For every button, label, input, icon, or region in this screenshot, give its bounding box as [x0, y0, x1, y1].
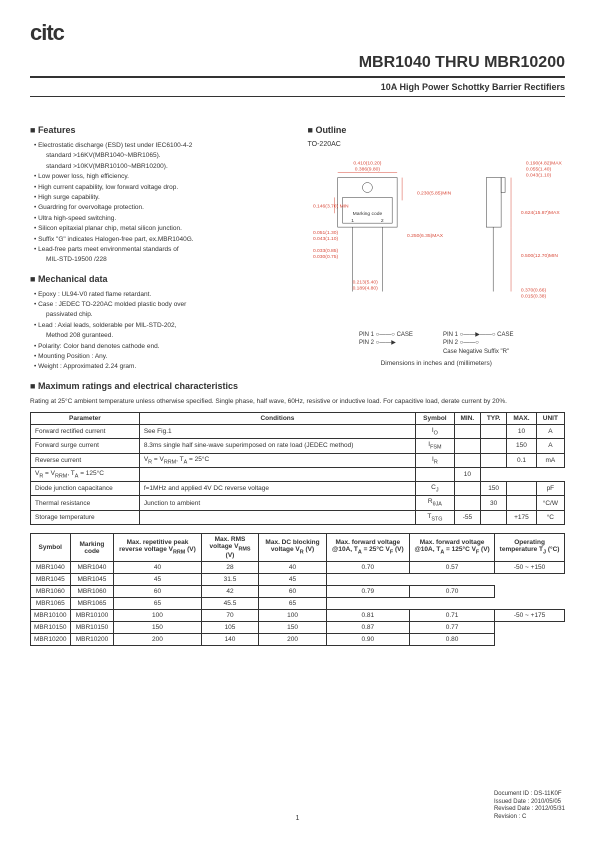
- features-heading: Features: [30, 125, 288, 135]
- feature-item: Suffix "G" indicates Halogen-free part, …: [34, 235, 288, 245]
- mechanical-item: Polarity: Color band denotes cathode end…: [34, 342, 288, 352]
- svg-text:0.043(1.10): 0.043(1.10): [525, 173, 551, 179]
- main-title: MBR1040 THRU MBR10200: [30, 54, 565, 72]
- footer: Document ID : DS-11K0F Issued Date : 201…: [494, 791, 565, 822]
- feature-item: Lead-free parts meet environmental stand…: [34, 245, 288, 255]
- mechanical-list: Epoxy : UL94-V0 rated flame retardant.Ca…: [30, 290, 288, 373]
- feature-item: standard >10KV(MBR10100~MBR10200).: [34, 162, 288, 172]
- feature-item: MIL-STD-19500 /228: [34, 255, 288, 265]
- feature-item: High current capability, low forward vol…: [34, 183, 288, 193]
- feature-item: standard >16KV(MBR1040~MBR1065).: [34, 151, 288, 161]
- svg-text:0.030(0.75): 0.030(0.75): [312, 254, 338, 260]
- mechanical-item: Lead : Axial leads, solderable per MIL-S…: [34, 321, 288, 331]
- svg-text:0.250(6.35)MAX: 0.250(6.35)MAX: [407, 233, 444, 239]
- package-diagram: Marking code 1 2 0.410(10.20) 0.386(9.80…: [308, 152, 566, 327]
- ratings-table: ParameterConditionsSymbolMIN.TYP.MAX.UNI…: [30, 412, 565, 525]
- svg-text:0.410(10.20): 0.410(10.20): [353, 161, 381, 167]
- ratings-heading: Maximum ratings and electrical character…: [30, 381, 565, 391]
- mechanical-item: Method 208 guranteed.: [34, 331, 288, 341]
- mechanical-item: Case : JEDEC TO-220AC molded plastic bod…: [34, 300, 288, 310]
- feature-item: Electrostatic discharge (ESD) test under…: [34, 141, 288, 151]
- parts-table: SymbolMarking codeMax. repetitive peak r…: [30, 533, 565, 646]
- svg-text:0.189(4.80): 0.189(4.80): [352, 286, 378, 292]
- feature-item: Ultra high-speed switching.: [34, 214, 288, 224]
- pin-labels: PIN 1 ○——○ CASE PIN 2 ○——▶ PIN 1 ○——▶——○…: [308, 331, 566, 356]
- svg-text:0.146(3.70) MIN: 0.146(3.70) MIN: [312, 203, 348, 209]
- svg-text:0.213(5.40): 0.213(5.40): [352, 280, 378, 286]
- svg-text:0.051(1.30): 0.051(1.30): [312, 230, 338, 236]
- svg-text:0.055(1.40): 0.055(1.40): [525, 167, 551, 173]
- mechanical-item: passivated chip.: [34, 310, 288, 320]
- package-label: TO-220AC: [308, 141, 566, 148]
- mechanical-item: Mounting Position : Any.: [34, 352, 288, 362]
- outline-heading: Outline: [308, 125, 566, 135]
- feature-item: Guardring for overvoltage protection.: [34, 203, 288, 213]
- feature-item: Low power loss, high efficiency.: [34, 172, 288, 182]
- feature-item: Silicon epitaxial planar chip, metal sil…: [34, 224, 288, 234]
- mechanical-item: Weight : Approximated 2.24 gram.: [34, 362, 288, 372]
- subtitle: 10A High Power Schottky Barrier Rectifie…: [30, 82, 565, 92]
- mechanical-item: Epoxy : UL94-V0 rated flame retardant.: [34, 290, 288, 300]
- page-number: 1: [296, 815, 300, 822]
- svg-text:0.386(9.80): 0.386(9.80): [354, 167, 380, 173]
- svg-text:0.230(5.85)MIN: 0.230(5.85)MIN: [416, 190, 451, 196]
- svg-text:2: 2: [380, 218, 383, 224]
- svg-text:0.033(0.85): 0.033(0.85): [312, 248, 338, 254]
- svg-text:0.043(1.10): 0.043(1.10): [312, 236, 338, 242]
- svg-text:1: 1: [351, 218, 354, 224]
- svg-text:0.190(4.82)MAX: 0.190(4.82)MAX: [525, 161, 562, 167]
- features-list: Electrostatic discharge (ESD) test under…: [30, 141, 288, 266]
- svg-text:0.015(0.38): 0.015(0.38): [520, 293, 546, 299]
- feature-item: High surge capability.: [34, 193, 288, 203]
- ratings-description: Rating at 25°C ambient temperature unles…: [30, 397, 565, 406]
- svg-text:0.624(15.87)MAX: 0.624(15.87)MAX: [520, 210, 559, 216]
- dimension-note: Dimensions in inches and (millimeters): [308, 360, 566, 367]
- svg-text:0.500(12.70)MIN: 0.500(12.70)MIN: [520, 253, 557, 259]
- logo: citc: [30, 20, 565, 46]
- svg-text:0.370(0.66): 0.370(0.66): [520, 287, 546, 293]
- mechanical-heading: Mechanical data: [30, 274, 288, 284]
- svg-text:Marking code: Marking code: [352, 211, 382, 217]
